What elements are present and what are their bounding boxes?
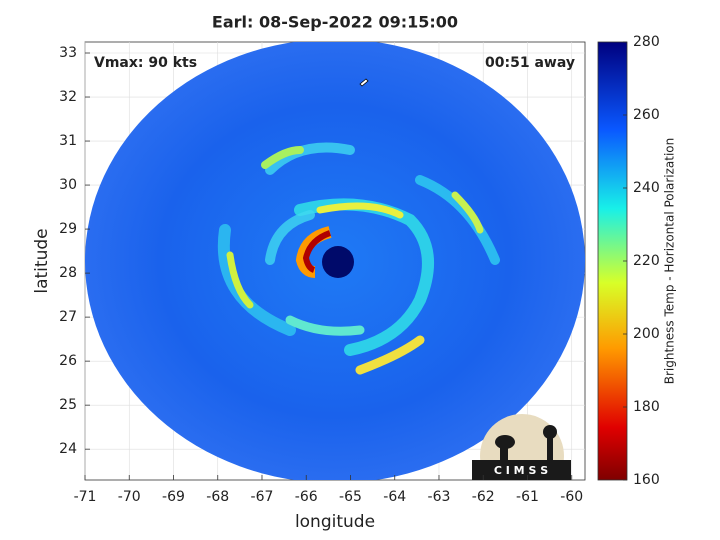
y-tick-label: 26 — [59, 353, 77, 369]
x-tick-label: -71 — [74, 489, 97, 505]
chart-title: Earl: 08-Sep-2022 09:15:00 — [212, 13, 458, 32]
colorbar — [597, 41, 628, 481]
annotation: Vmax: 90 kts — [94, 55, 197, 71]
x-tick-label: -70 — [118, 489, 141, 505]
x-tick-label: -67 — [251, 489, 274, 505]
colorbar-tick-label: 240 — [633, 180, 660, 196]
x-tick-label: -62 — [472, 489, 495, 505]
colorbar-label: Brightness Temp - Horizontal Polarizatio… — [663, 138, 677, 385]
colorbar-tick-label: 280 — [633, 34, 660, 50]
colorbar-tick-label: 160 — [633, 472, 660, 488]
y-tick-label: 28 — [59, 265, 77, 281]
logo-text: C I M S S — [494, 464, 548, 477]
colorbar-tick-label: 180 — [633, 399, 660, 415]
colorbar-tick-label: 260 — [633, 107, 660, 123]
x-tick-label: -64 — [383, 489, 406, 505]
y-tick-label: 30 — [59, 177, 77, 193]
x-tick-label: -60 — [560, 489, 583, 505]
x-tick-label: -66 — [295, 489, 318, 505]
y-tick-label: 32 — [59, 89, 77, 105]
x-tick-label: -68 — [206, 489, 229, 505]
x-tick-label: -61 — [516, 489, 539, 505]
x-tick-label: -63 — [428, 489, 451, 505]
y-tick-label: 25 — [59, 397, 77, 413]
satellite-image — [85, 42, 585, 480]
y-axis-label: latitude — [32, 228, 52, 293]
y-tick-label: 27 — [59, 309, 77, 325]
colorbar-tick-label: 200 — [633, 326, 660, 342]
annotation: 00:51 away — [485, 55, 575, 71]
x-tick-label: -65 — [339, 489, 362, 505]
logo: C I M S S — [472, 414, 571, 480]
x-axis-label: longitude — [295, 512, 375, 532]
colorbar-tick-label: 220 — [633, 253, 660, 269]
x-tick-label: -69 — [162, 489, 185, 505]
y-tick-label: 29 — [59, 221, 77, 237]
y-tick-label: 33 — [59, 45, 77, 61]
y-tick-label: 24 — [59, 441, 77, 457]
y-tick-label: 31 — [59, 133, 77, 149]
